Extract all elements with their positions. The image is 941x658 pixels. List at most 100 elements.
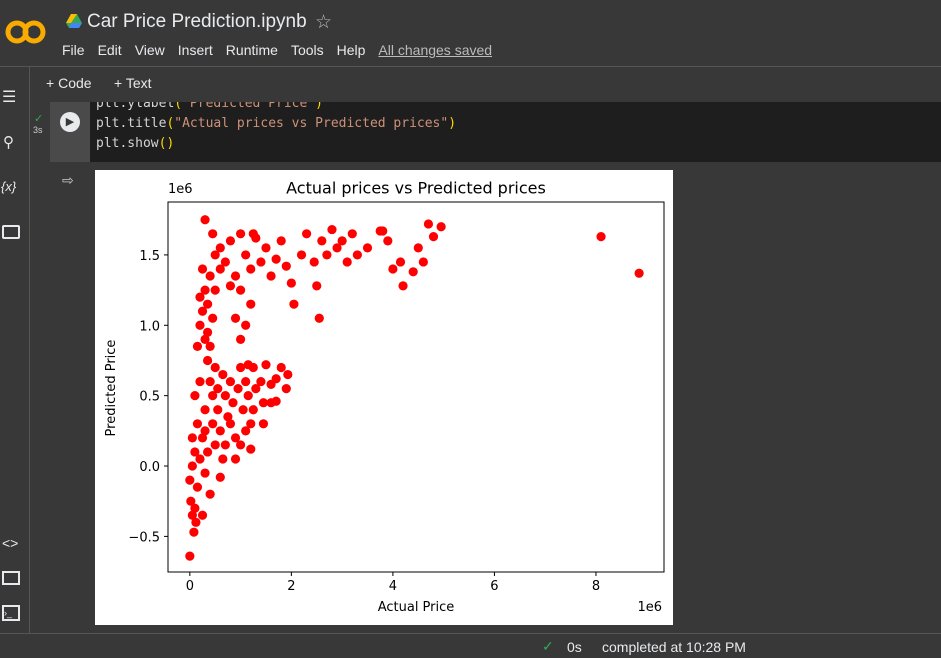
point [235,229,246,239]
point [233,384,243,394]
point [210,440,220,450]
point [246,444,256,454]
add-code-label: Code [58,75,92,91]
point [256,376,266,387]
notebook-title[interactable]: Car Price Prediction.ipynb [87,11,307,32]
point [191,517,201,527]
code-token: plt.ylabel [96,102,175,111]
point [223,412,233,422]
point [241,376,251,387]
point [423,219,434,229]
point [185,475,195,485]
point [197,510,208,520]
drive-icon [66,14,82,28]
x-tick-label: 4 [389,579,397,594]
point [246,299,256,309]
point [322,250,332,260]
terminal-icon[interactable]: ›_ [2,605,20,621]
point [235,362,246,373]
menu-item[interactable]: View [134,42,165,58]
point [220,391,230,401]
code-token: ) [448,116,457,131]
code-token: "Predicted Price" [182,102,316,111]
toc-icon[interactable]: ☰ [2,89,17,106]
point [314,313,324,323]
point [436,222,446,232]
code-token: ) [315,102,323,111]
status-message: completed at 10:28 PM [602,639,746,655]
y-offset: 1e6 [168,182,193,197]
point [418,257,428,267]
point [428,232,439,242]
point [200,405,210,415]
files-icon[interactable] [2,225,20,239]
figure-bg [95,170,673,625]
point [202,355,213,366]
y-axis-label: Predicted Price [104,340,119,437]
point [187,510,197,520]
point [205,376,215,387]
point [246,264,256,274]
point [215,426,225,436]
search-icon[interactable]: ⚲ [3,134,14,151]
point [195,376,205,387]
point [187,461,197,471]
point [230,454,241,464]
point [243,360,253,370]
point [312,281,322,291]
point [215,264,225,274]
point [317,236,327,246]
point [235,440,246,450]
point [200,334,210,344]
point [235,285,246,295]
point [383,236,393,246]
point [205,341,215,351]
point [332,243,342,253]
command-icon[interactable] [2,571,20,585]
point [202,299,213,309]
chart-title: Actual prices vs Predicted prices [286,179,546,198]
add-text[interactable]: + Text [114,75,152,91]
menu-item[interactable]: Edit [97,42,122,58]
point [347,229,357,239]
run-gutter [50,102,90,162]
point [190,503,200,513]
point [213,384,223,394]
point [238,405,248,415]
point [195,454,205,464]
point [187,433,197,443]
point [301,229,312,239]
menu-item[interactable]: File [62,42,85,58]
point [337,236,347,246]
point [190,447,200,457]
add-code[interactable]: + Code [46,75,92,91]
point [192,341,203,351]
point [186,496,196,506]
point [218,369,228,380]
editor: plt.ylabel("Predicted Price") plt.title("… [90,102,941,162]
point [388,264,398,274]
point [225,419,236,429]
point [213,405,223,415]
point [276,236,286,246]
y-tick-label: −0.5 [128,530,160,545]
point [352,250,362,260]
point [243,391,253,401]
snippets-icon[interactable]: <> [2,535,19,551]
point [342,257,352,267]
menu-item[interactable]: Help [336,42,366,58]
sidebar: ☰ ⚲ {x} <> ›_ [0,67,30,633]
point [210,250,220,260]
point [215,472,225,482]
menu-item[interactable]: Runtime [225,42,278,58]
menu-item[interactable]: Tools [290,42,324,58]
point [200,426,210,436]
menu-item[interactable]: Insert [177,42,213,58]
run-button[interactable]: ▶ [60,112,80,132]
star[interactable]: ☆ [315,12,333,33]
x-offset: 1e6 [637,600,662,615]
point [395,257,406,267]
point [251,384,261,394]
variables-icon[interactable]: {x} [1,179,17,194]
y-tick-label: 1.0 [139,319,160,334]
